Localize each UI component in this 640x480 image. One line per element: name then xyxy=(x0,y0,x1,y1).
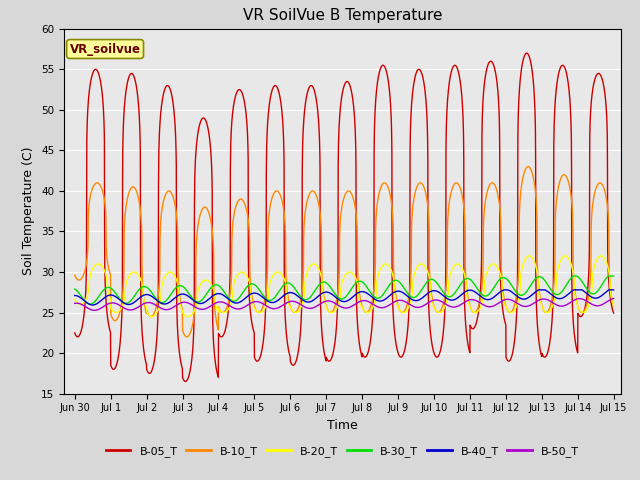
B-40_T xyxy=(71,293,79,299)
B-30_T xyxy=(278,285,285,290)
B-50_T xyxy=(599,301,607,307)
B-05_T xyxy=(541,354,549,360)
B-20_T xyxy=(164,270,172,276)
B-50_T xyxy=(71,300,79,306)
B-50_T xyxy=(278,303,285,309)
B-40_T xyxy=(132,298,140,303)
X-axis label: Time: Time xyxy=(327,419,358,432)
B-20_T xyxy=(610,303,618,309)
B-05_T xyxy=(278,106,285,111)
Line: B-50_T: B-50_T xyxy=(75,299,614,311)
B-05_T xyxy=(132,83,140,88)
B-10_T xyxy=(278,196,285,202)
Line: B-10_T: B-10_T xyxy=(75,167,614,337)
B-10_T xyxy=(524,164,532,169)
B-20_T xyxy=(600,254,607,260)
Line: B-20_T: B-20_T xyxy=(75,256,614,317)
B-30_T xyxy=(570,273,578,279)
B-50_T xyxy=(91,308,99,313)
B-20_T xyxy=(597,253,605,259)
B-30_T xyxy=(301,297,308,302)
Line: B-40_T: B-40_T xyxy=(75,290,614,305)
B-20_T xyxy=(541,309,549,314)
B-10_T xyxy=(164,188,172,194)
B-30_T xyxy=(610,273,618,279)
B-50_T xyxy=(541,296,549,302)
B-10_T xyxy=(610,303,618,309)
B-20_T xyxy=(148,314,156,320)
B-05_T xyxy=(182,379,189,384)
B-40_T xyxy=(500,287,508,293)
Text: VR_soilvue: VR_soilvue xyxy=(70,43,141,56)
B-50_T xyxy=(610,296,618,301)
B-40_T xyxy=(89,302,97,308)
B-10_T xyxy=(541,310,549,315)
B-40_T xyxy=(301,299,308,304)
B-50_T xyxy=(164,307,172,312)
Line: B-05_T: B-05_T xyxy=(75,53,614,382)
B-20_T xyxy=(301,280,308,286)
B-05_T xyxy=(610,310,618,316)
B-30_T xyxy=(541,278,549,284)
B-40_T xyxy=(541,287,549,293)
B-30_T xyxy=(71,286,79,292)
B-10_T xyxy=(71,272,79,278)
B-40_T xyxy=(610,287,618,293)
B-10_T xyxy=(600,184,607,190)
B-05_T xyxy=(164,83,172,89)
B-05_T xyxy=(523,50,531,56)
B-40_T xyxy=(164,300,172,306)
B-30_T xyxy=(86,301,94,307)
Y-axis label: Soil Temperature (C): Soil Temperature (C) xyxy=(22,147,35,276)
B-10_T xyxy=(132,188,140,193)
Legend: B-05_T, B-10_T, B-20_T, B-30_T, B-40_T, B-50_T: B-05_T, B-10_T, B-20_T, B-30_T, B-40_T, … xyxy=(102,441,583,461)
B-40_T xyxy=(600,291,607,297)
B-30_T xyxy=(164,295,172,301)
B-30_T xyxy=(132,290,140,296)
B-30_T xyxy=(600,279,607,285)
B-05_T xyxy=(600,81,607,87)
B-10_T xyxy=(183,334,191,340)
B-10_T xyxy=(301,212,308,217)
B-40_T xyxy=(278,295,285,300)
B-20_T xyxy=(132,270,140,276)
Title: VR SoilVue B Temperature: VR SoilVue B Temperature xyxy=(243,9,442,24)
Line: B-30_T: B-30_T xyxy=(75,276,614,304)
B-05_T xyxy=(71,330,79,336)
B-50_T xyxy=(301,304,308,310)
B-20_T xyxy=(71,297,79,302)
B-50_T xyxy=(132,305,140,311)
B-20_T xyxy=(278,272,285,277)
B-05_T xyxy=(301,105,308,110)
